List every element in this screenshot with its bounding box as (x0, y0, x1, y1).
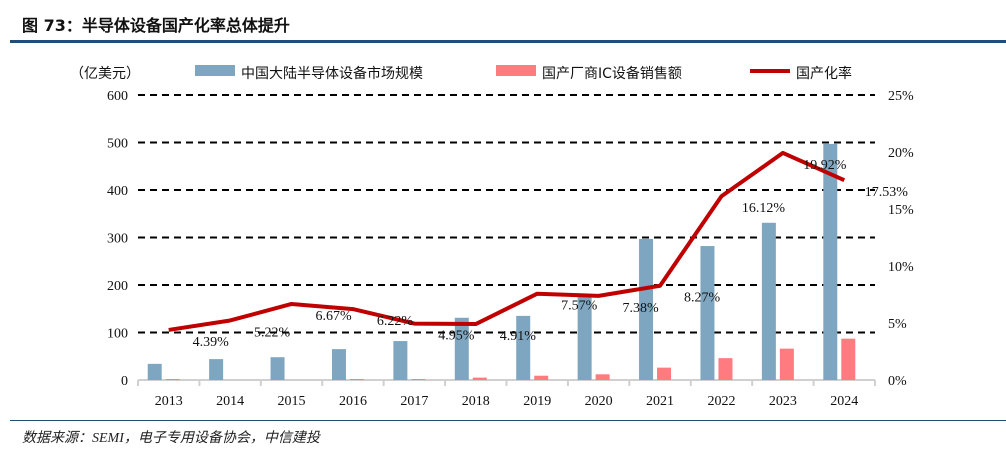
x-tick-label: 2020 (585, 394, 613, 409)
legend-swatch-domestic (496, 65, 536, 76)
x-tick-label: 2019 (523, 394, 551, 409)
bar-market-2019 (516, 315, 531, 380)
data-label-rate: 5.22% (254, 325, 291, 340)
y-left-tick-label: 200 (107, 279, 128, 294)
legend-swatch-market (195, 65, 235, 76)
bar-market-2021 (639, 238, 654, 380)
x-tick-label: 2017 (400, 394, 428, 409)
x-tick-label: 2015 (278, 394, 306, 409)
bar-domestic-2017 (411, 379, 426, 380)
source-note: 数据来源：SEMI，电子专用设备协会，中信建投 (22, 431, 320, 446)
y-right-tick-label: 20% (888, 146, 914, 161)
bar-domestic-2023 (779, 348, 794, 380)
data-label-rate: 17.53% (865, 185, 909, 200)
y-left-tick-label: 400 (107, 184, 128, 199)
bar-domestic-2013 (165, 379, 180, 380)
x-tick-label: 2013 (155, 394, 183, 409)
x-tick-label: 2016 (339, 394, 367, 409)
data-label-rate: 4.91% (500, 329, 537, 344)
line-localization-rate (168, 150, 846, 332)
x-tick-label: 2023 (769, 394, 797, 409)
x-tick-label: 2022 (707, 394, 735, 409)
bar-domestic-2020 (595, 374, 610, 380)
bar-domestic-2018 (472, 377, 487, 380)
data-label-rate: 4.39% (193, 335, 230, 350)
bar-market-2016 (331, 349, 346, 380)
y-right-tick-label: 0% (888, 374, 907, 389)
bar-domestic-2016 (349, 379, 364, 380)
legend-label-rate: 国产化率 (796, 65, 852, 82)
data-label-rate: 19.92% (803, 158, 847, 173)
bar-domestic-2022 (718, 358, 733, 380)
bar-market-2020 (577, 294, 592, 380)
y-left-unit-label: （亿美元） (70, 66, 140, 82)
data-label-rate: 7.38% (623, 301, 660, 316)
bar-market-2013 (147, 363, 162, 380)
source-rule (10, 420, 1006, 421)
bar-domestic-2024 (841, 338, 856, 380)
title-rule (10, 40, 1006, 43)
bar-market-2017 (393, 341, 408, 380)
x-tick-label: 2018 (462, 394, 490, 409)
bar-domestic-2021 (657, 367, 672, 380)
y-left-tick-label: 500 (107, 137, 128, 152)
data-label-rate: 6.22% (377, 314, 414, 329)
data-label-rate: 6.67% (315, 309, 352, 324)
bar-market-2024 (823, 143, 838, 380)
bar-market-2014 (209, 359, 224, 380)
bar-market-2022 (700, 246, 715, 380)
data-label-rate: 7.57% (561, 299, 598, 314)
y-left-tick-label: 100 (107, 327, 128, 342)
legend-label-domestic: 国产厂商IC设备销售额 (542, 65, 682, 82)
bar-domestic-2019 (534, 375, 549, 380)
y-right-tick-label: 10% (888, 260, 914, 275)
y-left-tick-label: 300 (107, 232, 128, 247)
x-tick-label: 2024 (830, 394, 858, 409)
figure-title: 图 73：半导体设备国产化率总体提升 (22, 16, 290, 35)
bar-market-2018 (454, 317, 469, 380)
data-label-rate: 4.95% (438, 329, 475, 344)
bar-market-2023 (761, 222, 776, 380)
y-right-tick-label: 5% (888, 317, 907, 332)
y-right-tick-label: 25% (888, 89, 914, 104)
bar-market-2015 (270, 357, 285, 380)
x-tick-label: 2021 (646, 394, 674, 409)
y-left-tick-label: 0 (121, 374, 128, 389)
legend-label-market: 中国大陆半导体设备市场规模 (241, 65, 423, 82)
y-left-tick-label: 600 (107, 89, 128, 104)
x-tick-label: 2014 (216, 394, 244, 409)
data-label-rate: 16.12% (742, 201, 786, 216)
y-right-tick-label: 15% (888, 203, 914, 218)
data-label-rate: 8.27% (684, 291, 721, 306)
